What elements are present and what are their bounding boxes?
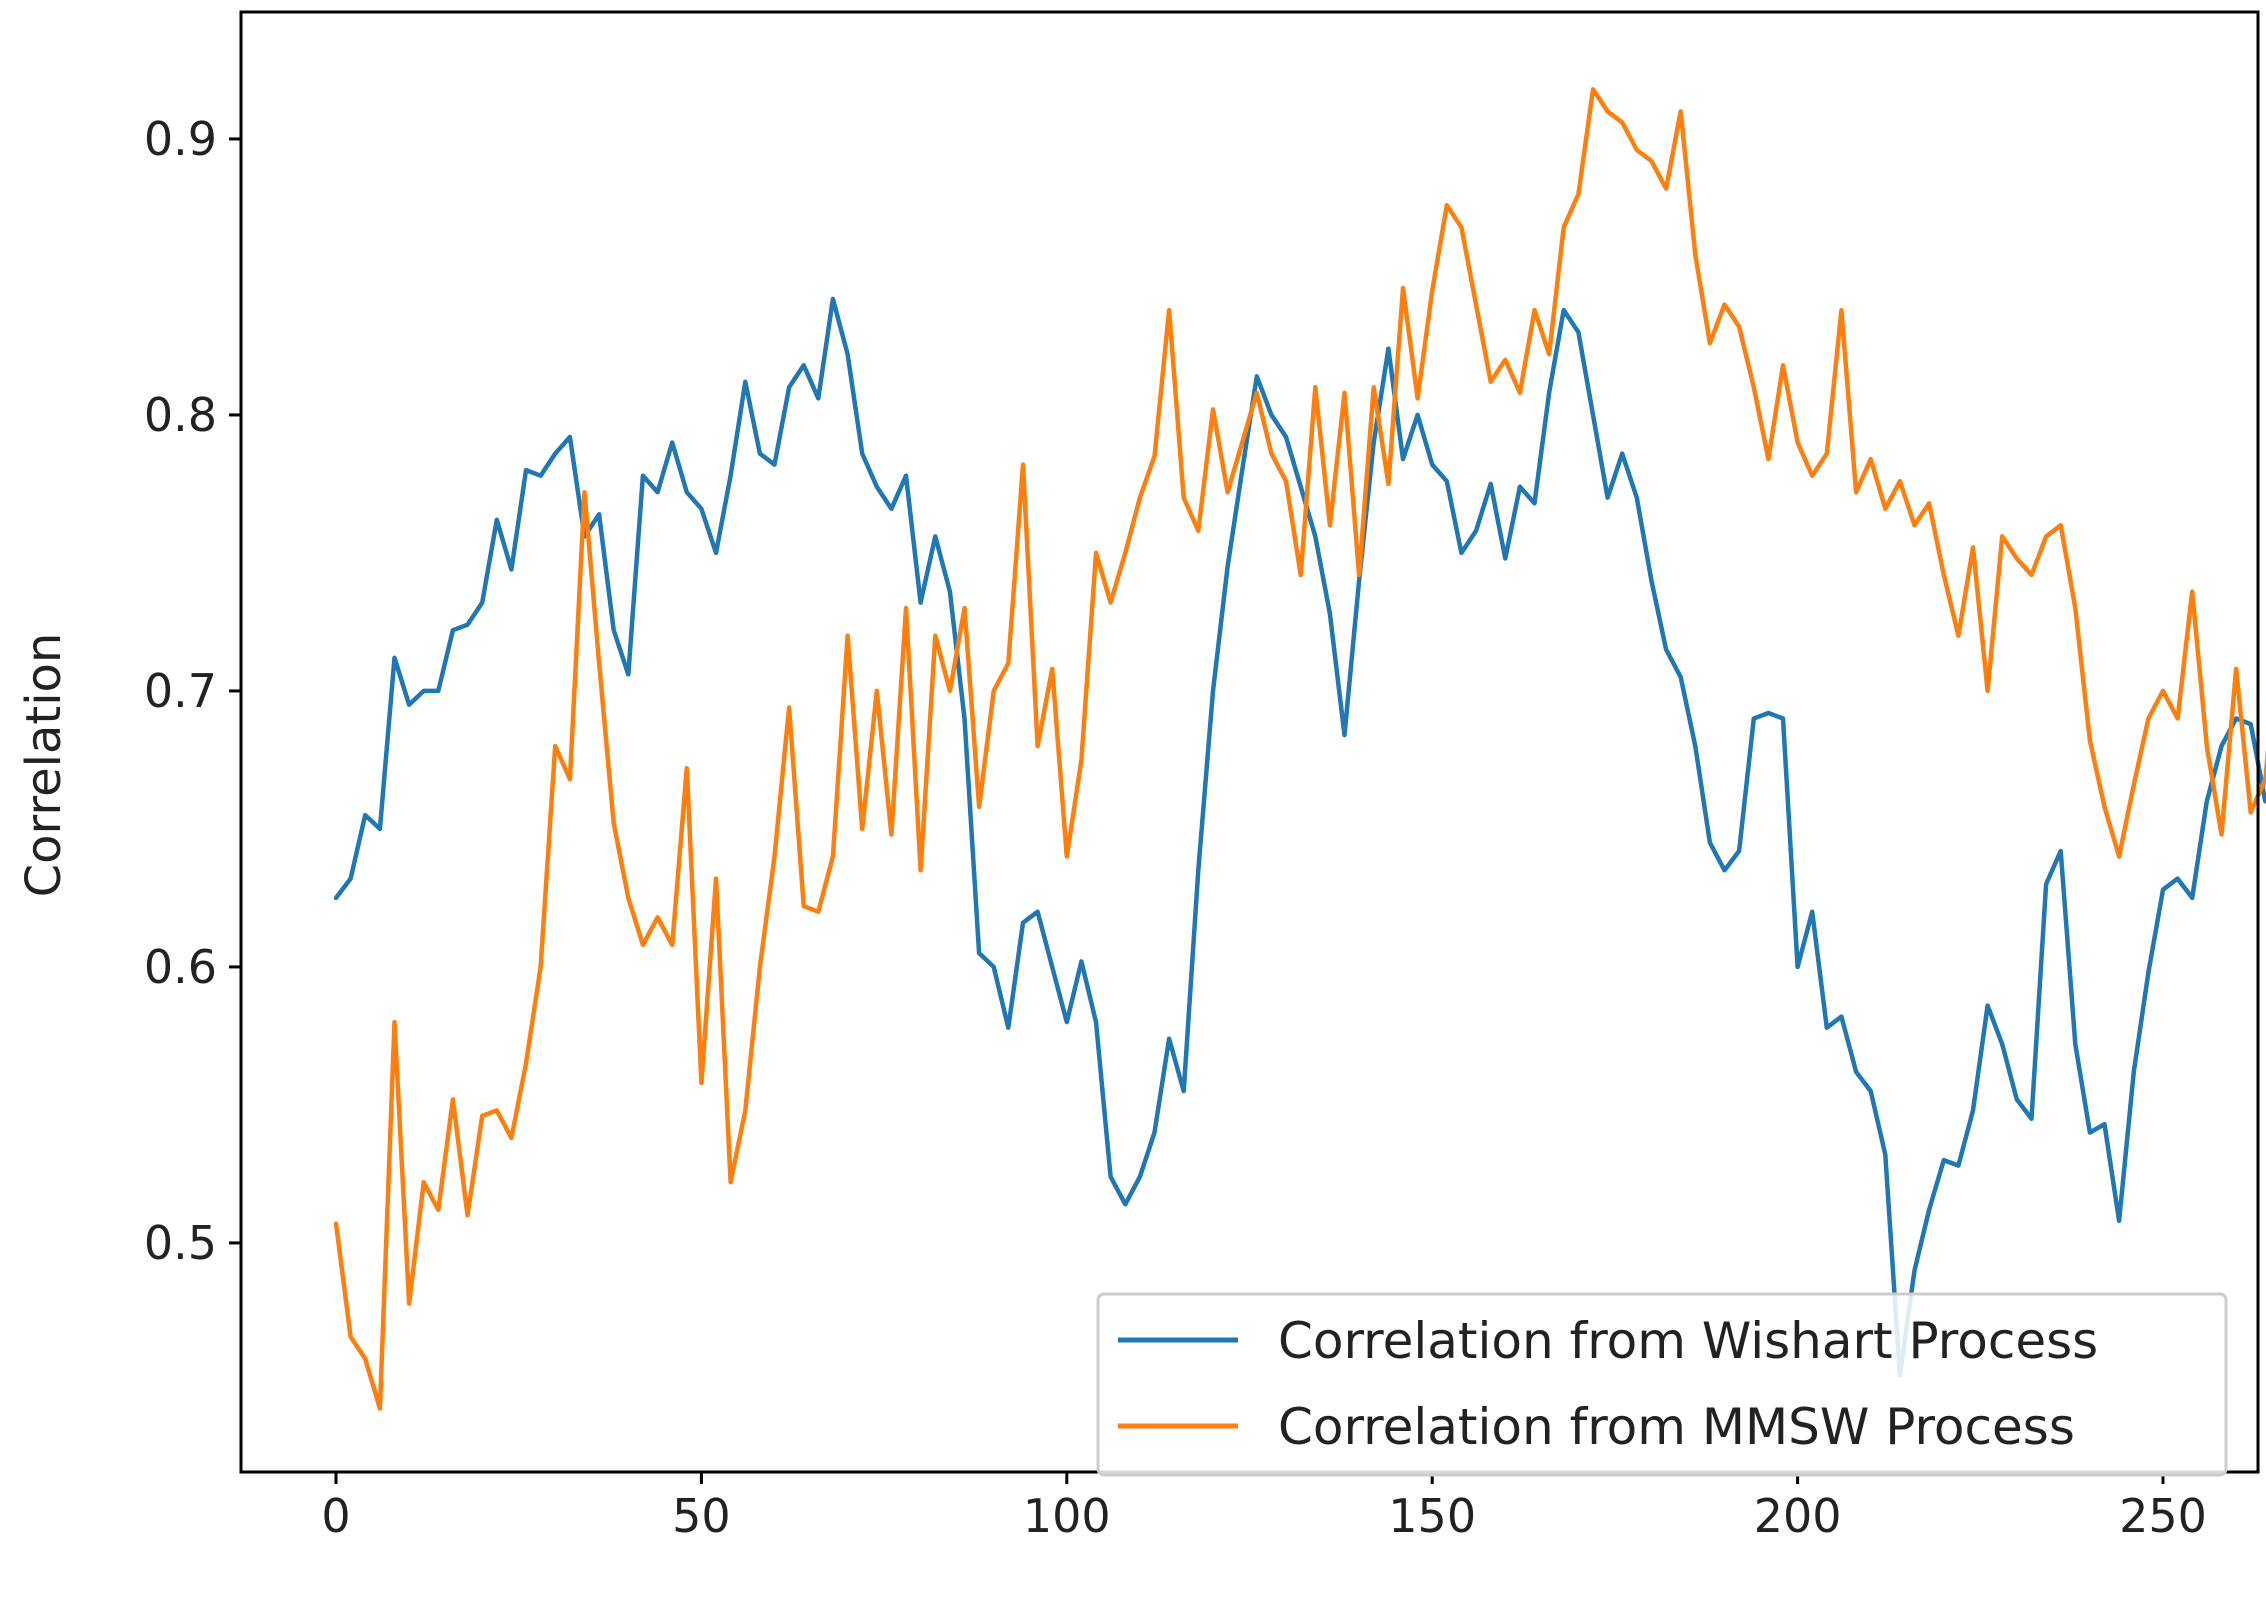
y-axis-label: Correlation xyxy=(16,633,72,898)
plot-area xyxy=(333,87,2266,1411)
legend-box xyxy=(1096,1292,2228,1477)
series-line-wishart xyxy=(333,296,2266,1378)
x-axis: 0 50 100 150 200 250 xyxy=(321,1472,2207,1543)
x-tick-label: 250 xyxy=(2119,1489,2207,1543)
y-tick-label: 0.6 xyxy=(144,940,217,994)
y-axis: 0.5 0.6 0.7 0.8 0.9 xyxy=(144,112,241,1270)
series-line-mmsw xyxy=(333,87,2266,1411)
x-tick-label: 200 xyxy=(1754,1489,1842,1543)
legend-label-wishart: Correlation from Wishart Process xyxy=(1278,1312,2098,1370)
x-tick-label: 150 xyxy=(1388,1489,1476,1543)
y-tick-label: 0.5 xyxy=(144,1216,217,1270)
x-tick-label: 0 xyxy=(321,1489,350,1543)
y-tick-label: 0.7 xyxy=(144,664,217,718)
x-tick-label: 100 xyxy=(1023,1489,1111,1543)
x-tick-label: 50 xyxy=(672,1489,731,1543)
legend: Correlation from Wishart Process Correla… xyxy=(1096,1292,2228,1477)
y-tick-label: 0.8 xyxy=(144,388,217,442)
y-tick-label: 0.9 xyxy=(144,112,217,166)
legend-label-mmsw: Correlation from MMSW Process xyxy=(1278,1398,2075,1456)
